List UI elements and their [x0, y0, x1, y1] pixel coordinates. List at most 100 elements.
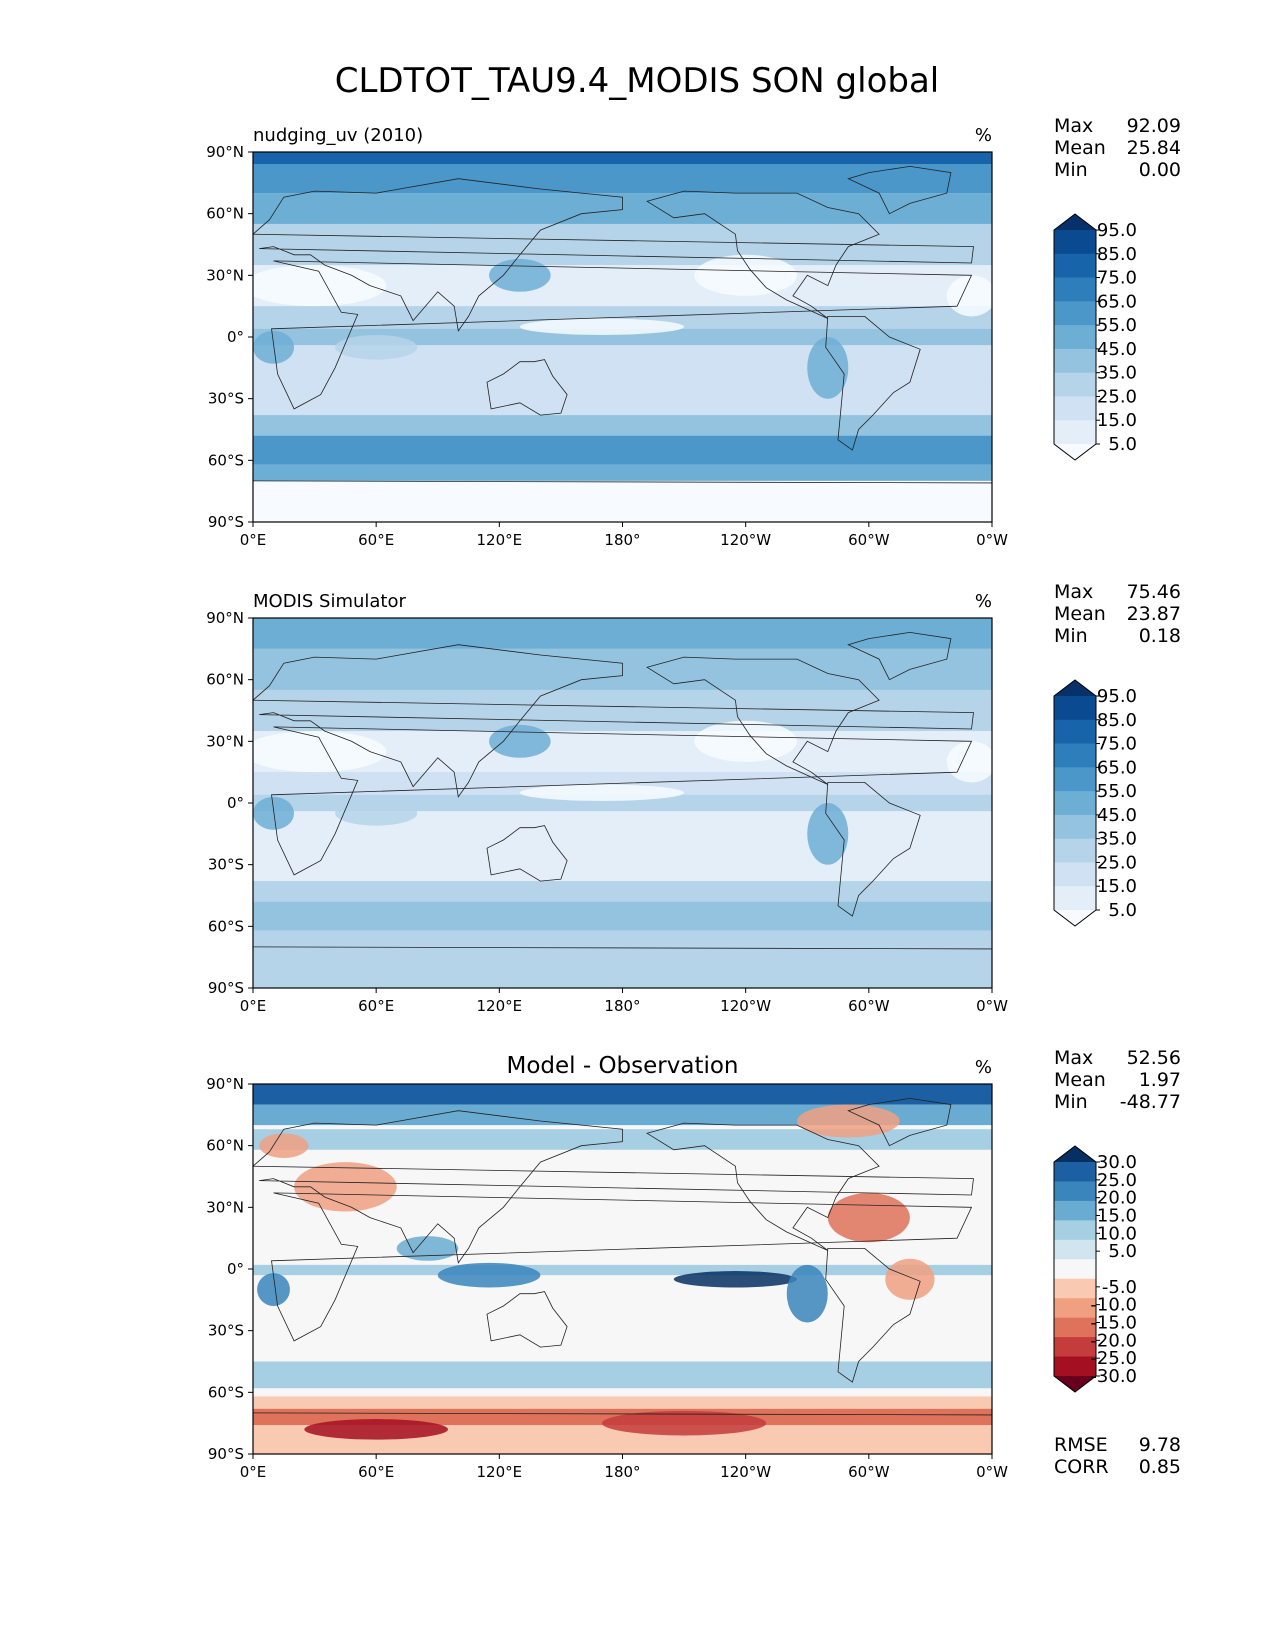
field-feature [489, 258, 551, 292]
colorbar-segment [1054, 743, 1096, 768]
map-field [253, 618, 992, 988]
colorbar-segment [1054, 1200, 1096, 1221]
x-tick-label: 120°E [477, 997, 523, 1015]
y-tick-label: 30°N [206, 1198, 244, 1216]
field-feature [437, 1262, 541, 1288]
colorbar-tick-label: 10.0 [1097, 1223, 1137, 1244]
colorbar-segment [1054, 838, 1096, 863]
field-feature [827, 1192, 910, 1243]
x-tick-label: 180° [604, 997, 640, 1015]
y-tick-label: 0° [227, 1260, 244, 1278]
latitude-band [253, 164, 992, 194]
panel-units: % [975, 125, 992, 146]
panel-units: % [975, 591, 992, 612]
coastline [847, 1097, 952, 1147]
stat-label: Max [1054, 581, 1093, 603]
coastline [847, 165, 952, 215]
latitude-band [253, 946, 992, 988]
colorbar-tick-label: 55.0 [1097, 315, 1137, 336]
colorbar-segment [1054, 1181, 1096, 1202]
colorbar-segment [1054, 301, 1096, 326]
stat-value: 1.97 [1139, 1069, 1181, 1091]
colorbar-segment [1054, 1298, 1096, 1319]
colorbar-extend-top [1054, 214, 1096, 230]
field-feature [489, 724, 551, 758]
panel-units: % [975, 1057, 992, 1078]
y-tick-label: 30°N [206, 732, 244, 750]
colorbar: -30.0-25.0-20.0-15.0-10.0-5.0 5.010.015.0… [1053, 1145, 1137, 1393]
field-feature [601, 1410, 767, 1436]
colorbar-tick-label: -10.0 [1090, 1295, 1137, 1316]
stat-value: 25.84 [1127, 137, 1181, 159]
colorbar-extend-bottom [1054, 910, 1096, 926]
coastline [253, 644, 974, 798]
stat-label: Max [1054, 115, 1093, 137]
colorbar-segment [1054, 396, 1096, 421]
latitude-band [253, 464, 992, 481]
stat-value: 0.85 [1139, 1456, 1181, 1478]
colorbar-tick-label: 15.0 [1097, 876, 1137, 897]
colorbar-tick-label: 75.0 [1097, 268, 1137, 289]
field-feature [946, 741, 992, 783]
coastline [486, 359, 568, 416]
stat-value: 0.18 [1139, 625, 1181, 647]
colorbar-segment [1054, 767, 1096, 792]
colorbar-extend-bottom [1054, 1376, 1096, 1392]
panel-difference: 0°E 60°E 120°E 180° 120°W 60°W 0°W 90°N 60°N 30°N… [206, 1047, 1181, 1481]
y-tick-label: 30°S [208, 390, 244, 408]
colorbar-tick-label: 65.0 [1097, 291, 1137, 312]
field-feature [694, 254, 797, 296]
colorbar-tick-label: 15.0 [1097, 1206, 1137, 1227]
x-tick-label: 0°E [240, 531, 267, 549]
x-tick-label: 60°W [848, 997, 890, 1015]
latitude-band [253, 618, 992, 649]
stat-label: Mean [1054, 137, 1106, 159]
stat-label: Min [1054, 1091, 1088, 1113]
y-tick-label: 90°N [206, 143, 244, 161]
colorbar-segment [1054, 277, 1096, 302]
colorbar: 5.0 15.0 25.035.0 45.0 55.0 65.075.0 85.0 95.0 [1053, 213, 1137, 461]
map-field [253, 152, 992, 522]
field-feature [335, 334, 418, 360]
y-tick-label: 0° [227, 794, 244, 812]
latitude-band [253, 1361, 992, 1389]
field-feature [253, 796, 295, 830]
field-feature [796, 1104, 900, 1138]
x-tick-label: 120°W [720, 1463, 771, 1481]
x-tick-label: 0°W [976, 1463, 1008, 1481]
x-tick-label: 60°E [358, 997, 394, 1015]
colorbar-segment [1054, 862, 1096, 887]
stat-value: 75.46 [1127, 581, 1181, 603]
colorbar-tick-label: 85.0 [1097, 710, 1137, 731]
field-feature [946, 275, 992, 317]
coastline [271, 726, 973, 876]
field-feature [259, 1133, 309, 1158]
colorbar-tick-label: 5.0 [1108, 900, 1137, 921]
y-tick-label: 30°N [206, 266, 244, 284]
colorbar-segment [1054, 1239, 1096, 1260]
coastline [253, 1110, 974, 1264]
x-tick-label: 0°W [976, 531, 1008, 549]
field-feature [807, 803, 849, 865]
x-tick-label: 60°W [848, 531, 890, 549]
latitude-band [253, 689, 992, 732]
panel-reference: 0°E 60°E 120°E 180° 120°W 60°W 0°W 90°N 60°N 30°N… [206, 581, 1181, 1015]
x-tick-label: 0°W [976, 997, 1008, 1015]
field-feature [396, 1236, 459, 1261]
stat-value: 52.56 [1127, 1047, 1181, 1069]
x-tick-label: 60°E [358, 531, 394, 549]
x-tick-label: 120°W [720, 531, 771, 549]
colorbar-segment [1054, 325, 1096, 350]
panel-left-title: MODIS Simulator [253, 591, 406, 612]
colorbar: 5.0 15.0 25.035.0 45.0 55.0 65.075.0 85.0 95.0 [1053, 679, 1137, 927]
colorbar-tick-label: -5.0 [1102, 1277, 1137, 1298]
x-tick-label: 180° [604, 531, 640, 549]
colorbar-segment [1054, 1220, 1096, 1241]
field-feature [694, 720, 797, 762]
field-feature [807, 337, 849, 399]
x-tick-label: 120°E [477, 1463, 523, 1481]
colorbar-tick-label: 65.0 [1097, 757, 1137, 778]
colorbar-tick-label: 5.0 [1108, 434, 1137, 455]
coastline [253, 1412, 992, 1416]
